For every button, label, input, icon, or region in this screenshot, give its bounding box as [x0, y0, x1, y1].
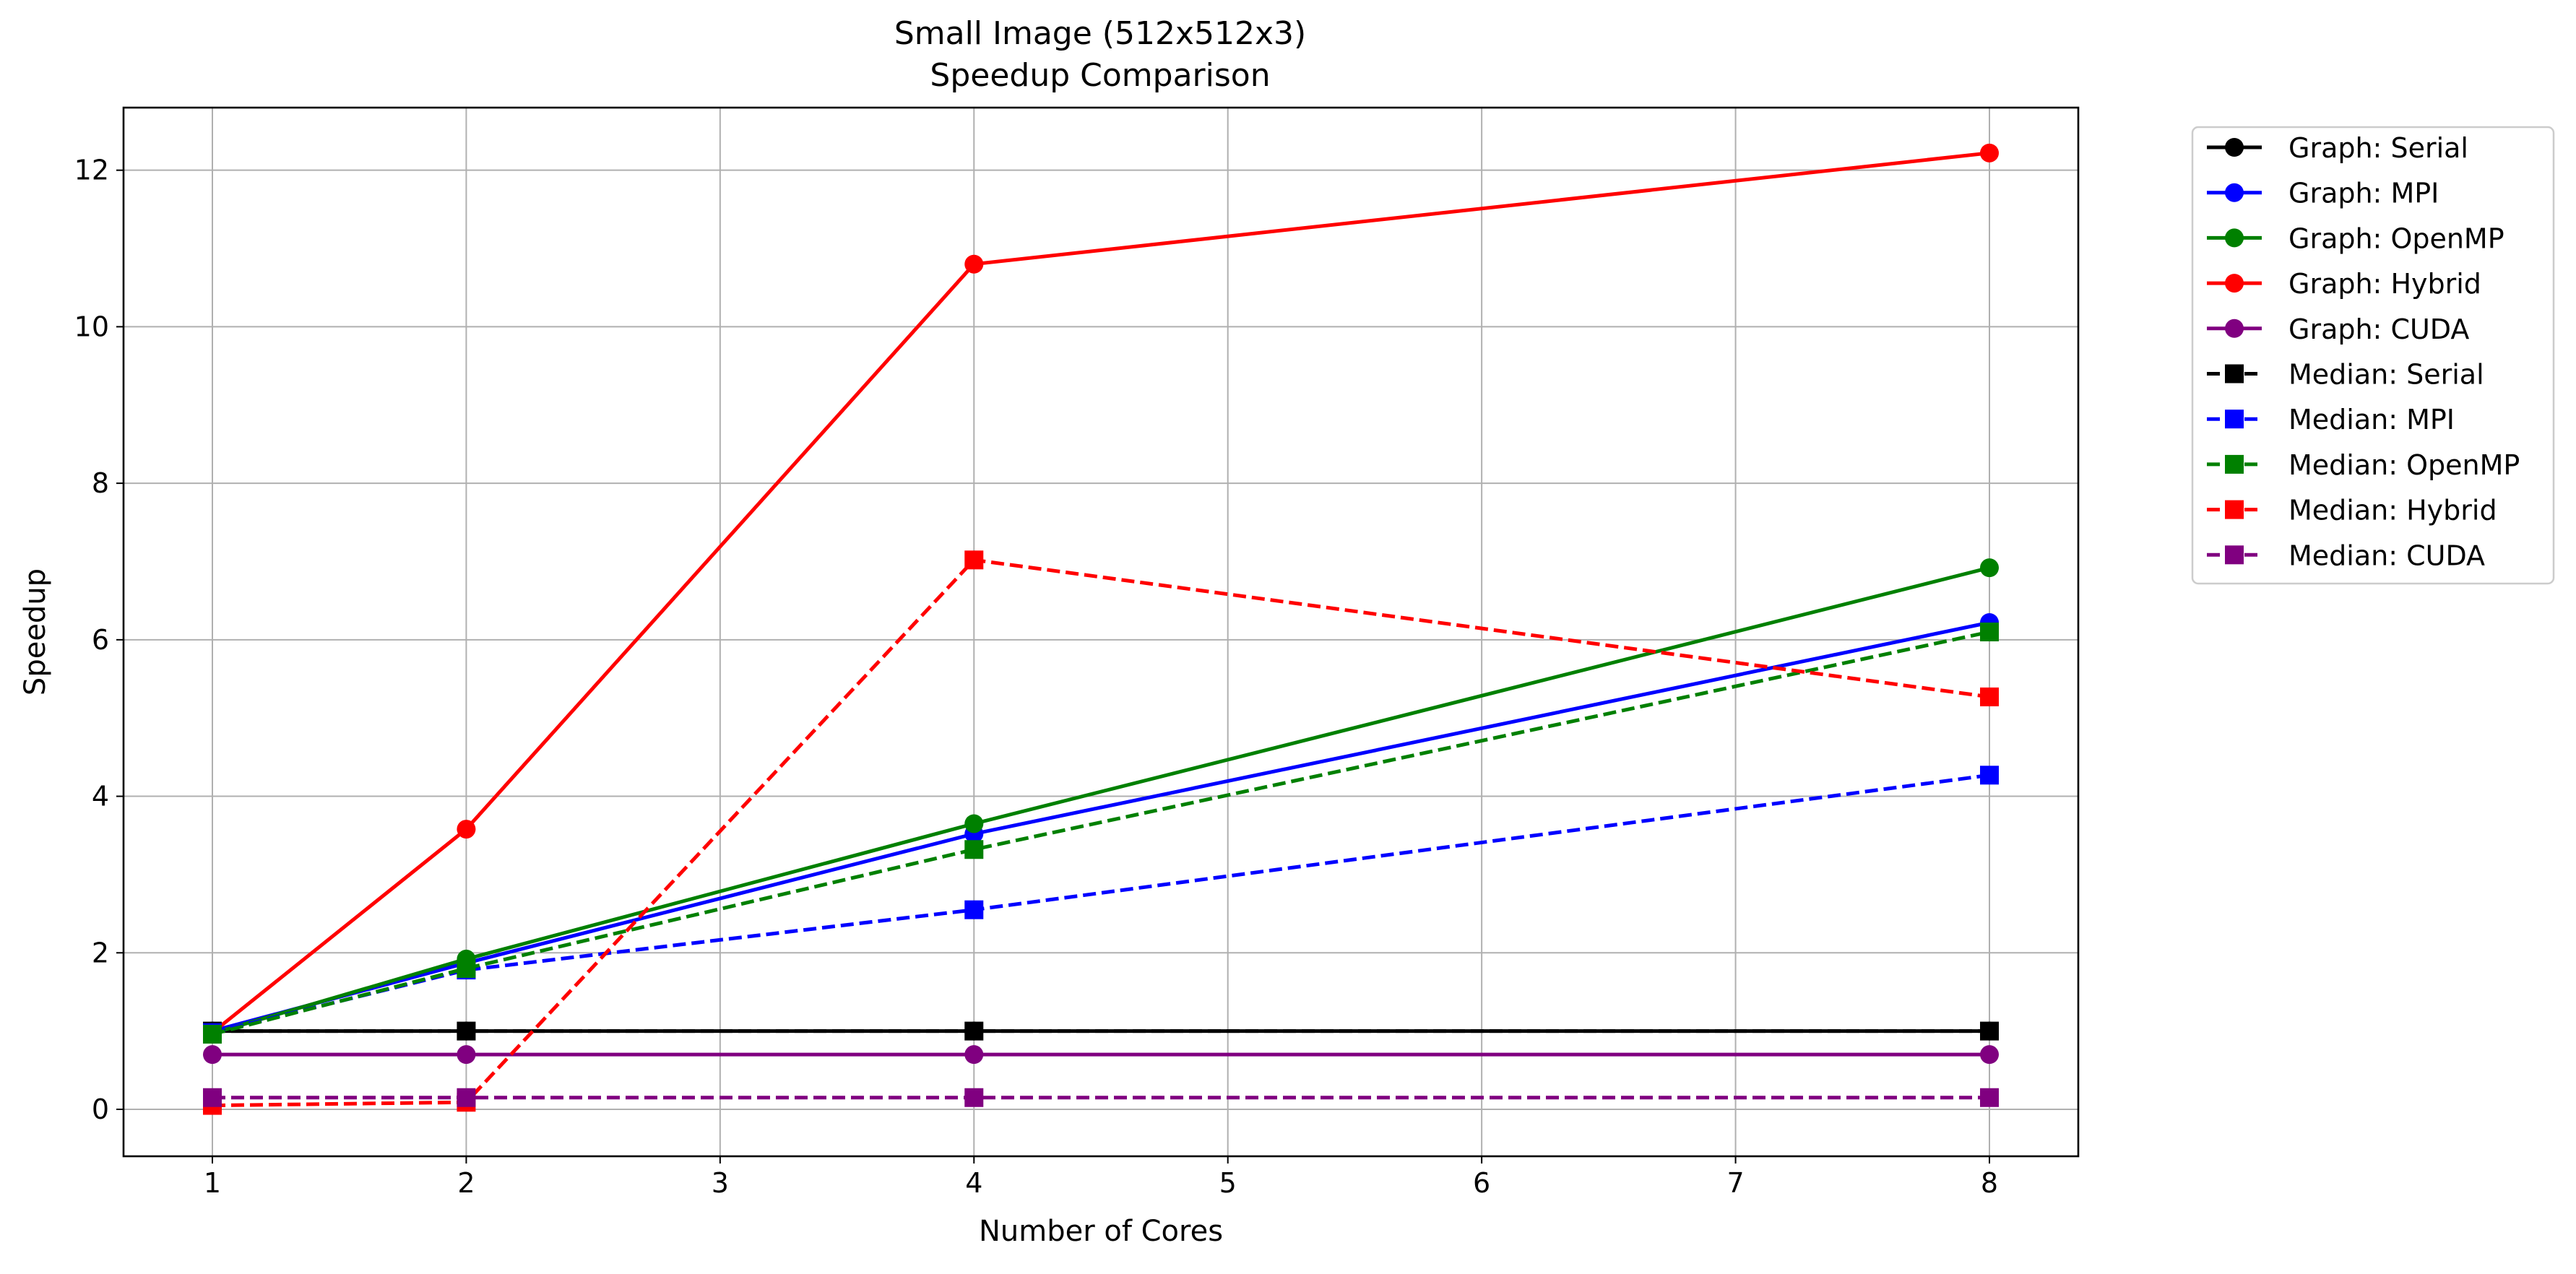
legend-marker — [2225, 545, 2244, 565]
y-tick-label: 0 — [92, 1093, 109, 1125]
x-tick-label: 8 — [1981, 1167, 1998, 1199]
legend-label: Median: OpenMP — [2288, 449, 2520, 481]
y-tick-label: 10 — [74, 311, 109, 342]
data-point — [457, 958, 476, 978]
legend-marker — [2225, 138, 2244, 157]
data-point — [964, 814, 984, 833]
chart-subtitle: Speedup Comparison — [930, 57, 1270, 94]
x-tick-label: 6 — [1473, 1167, 1490, 1199]
y-tick-label: 2 — [92, 937, 109, 968]
legend-marker — [2225, 454, 2244, 474]
legend-item: Graph: OpenMP — [2207, 222, 2504, 254]
x-tick-label: 1 — [204, 1167, 221, 1199]
chart-title: Small Image (512x512x3) — [894, 15, 1306, 52]
x-axis-label: Number of Cores — [979, 1215, 1223, 1248]
legend-label: Graph: Serial — [2288, 132, 2468, 164]
series-median-openmp — [203, 623, 1999, 1044]
series-graph-hybrid — [203, 143, 1999, 1042]
legend-marker — [2225, 410, 2244, 429]
data-point — [457, 1088, 476, 1107]
legend-marker — [2225, 318, 2244, 338]
y-tick-label: 6 — [92, 624, 109, 656]
legend-marker — [2225, 274, 2244, 293]
series-graph-cuda — [203, 1045, 1999, 1065]
data-point — [203, 1088, 222, 1107]
legend-item: Graph: Hybrid — [2207, 268, 2481, 300]
legend-item: Median: CUDA — [2207, 540, 2485, 571]
data-point — [964, 1088, 984, 1107]
legend-marker — [2225, 500, 2244, 519]
data-point — [964, 1045, 984, 1065]
data-point — [1980, 1088, 1999, 1107]
data-point — [964, 1021, 984, 1041]
series-median-serial — [203, 1021, 1999, 1041]
legend-marker — [2225, 183, 2244, 202]
legend-frame — [2191, 126, 2555, 585]
legend-label: Graph: Hybrid — [2288, 268, 2481, 300]
y-tick-label: 8 — [92, 467, 109, 499]
legend-item: Graph: MPI — [2207, 178, 2439, 209]
legend-item: Graph: Serial — [2207, 132, 2468, 164]
x-tick-label: 4 — [965, 1167, 982, 1199]
x-tick-label: 2 — [457, 1167, 475, 1199]
legend-label: Median: MPI — [2288, 404, 2455, 436]
y-tick-label: 4 — [92, 781, 109, 812]
legend-item: Median: Serial — [2207, 359, 2484, 391]
series-group — [203, 143, 1999, 1115]
legend-item: Median: Hybrid — [2207, 495, 2497, 526]
legend-items: Graph: Serial Graph: MPI Graph: OpenMP Grap… — [2207, 132, 2520, 571]
data-point — [964, 550, 984, 570]
plot-frame — [122, 106, 2080, 1158]
legend: Graph: Serial Graph: MPI Graph: OpenMP Grap… — [2191, 126, 2555, 585]
series-line — [212, 566, 1990, 1036]
data-point — [1980, 687, 1999, 706]
legend-marker — [2225, 228, 2244, 248]
data-point — [203, 1024, 222, 1044]
legend-marker — [2225, 364, 2244, 384]
series-median-cuda — [203, 1088, 1999, 1107]
legend-label: Median: CUDA — [2288, 540, 2485, 571]
data-point — [1980, 143, 1999, 162]
legend-label: Graph: OpenMP — [2288, 222, 2504, 254]
grid — [124, 108, 2078, 1156]
legend-item: Graph: CUDA — [2207, 313, 2469, 345]
series-line — [211, 151, 1990, 1034]
data-point — [964, 254, 984, 274]
data-point — [1980, 1045, 1999, 1065]
legend-item: Median: OpenMP — [2207, 449, 2520, 481]
data-point — [457, 1045, 476, 1065]
data-point — [964, 840, 984, 859]
data-point — [1980, 558, 1999, 578]
legend-item: Median: MPI — [2207, 404, 2455, 436]
data-point — [457, 820, 476, 839]
legend-label: Graph: CUDA — [2288, 313, 2469, 345]
y-tick-label: 12 — [74, 155, 109, 186]
series-line — [212, 630, 1990, 1036]
x-tick-label: 3 — [712, 1167, 729, 1199]
data-point — [964, 900, 984, 919]
series-line — [212, 558, 1990, 1108]
data-point — [457, 1021, 476, 1041]
series-line — [212, 773, 1990, 1035]
x-tick-label: 5 — [1219, 1167, 1237, 1199]
data-point — [1980, 1021, 1999, 1041]
legend-label: Graph: MPI — [2288, 178, 2439, 209]
data-point — [203, 1045, 222, 1065]
y-axis-label: Speedup — [19, 568, 52, 696]
data-point — [1980, 766, 1999, 785]
data-point — [1980, 623, 1999, 641]
legend-label: Median: Serial — [2288, 359, 2484, 391]
x-tick-label: 7 — [1726, 1167, 1744, 1199]
legend-label: Median: Hybrid — [2288, 495, 2497, 526]
